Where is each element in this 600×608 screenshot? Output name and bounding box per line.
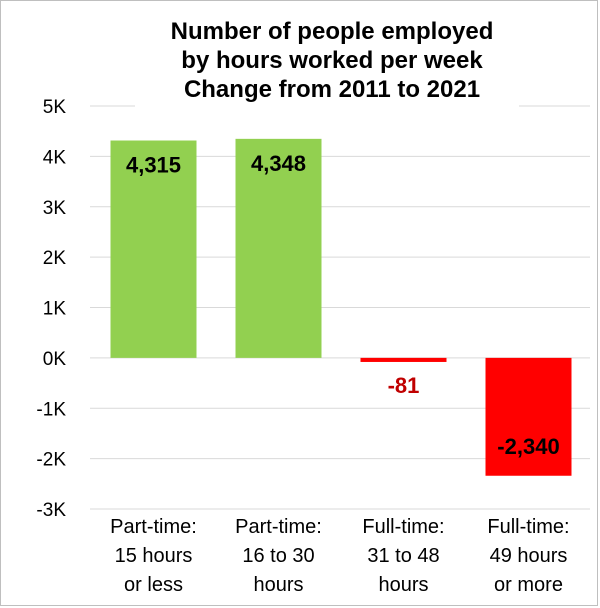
y-tick-label: -2K <box>36 450 66 471</box>
x-category-label: hours <box>378 574 428 596</box>
y-tick-label: 0K <box>43 349 67 370</box>
x-category-label: 31 to 48 <box>367 545 439 567</box>
y-tick-label: 1K <box>43 299 67 320</box>
x-category-label: Full-time: <box>487 516 569 538</box>
x-category-label: or more <box>494 574 563 596</box>
data-label: 4,348 <box>251 151 306 176</box>
x-category-label: Full-time: <box>362 516 444 538</box>
x-category-label: 15 hours <box>115 545 193 567</box>
data-label: -2,340 <box>497 434 559 459</box>
x-category-label: or less <box>124 574 183 596</box>
x-category-label: Part-time: <box>110 516 197 538</box>
x-category-label: Part-time: <box>235 516 322 538</box>
y-tick-label: -3K <box>36 500 66 521</box>
y-tick-label: -1K <box>36 399 66 420</box>
data-label: -81 <box>388 373 420 398</box>
chart-title: Change from 2011 to 2021 <box>184 76 480 103</box>
bar <box>361 358 447 362</box>
chart-title: by hours worked per week <box>181 47 483 74</box>
x-category-label: hours <box>253 574 303 596</box>
y-tick-label: 5K <box>43 97 67 118</box>
x-category-label: 16 to 30 <box>242 545 314 567</box>
data-label: 4,315 <box>126 153 181 178</box>
y-tick-label: 3K <box>43 198 67 219</box>
chart-title: Number of people employed <box>171 18 494 45</box>
y-tick-label: 2K <box>43 248 67 269</box>
y-tick-label: 4K <box>43 147 67 168</box>
x-category-label: 49 hours <box>490 545 568 567</box>
